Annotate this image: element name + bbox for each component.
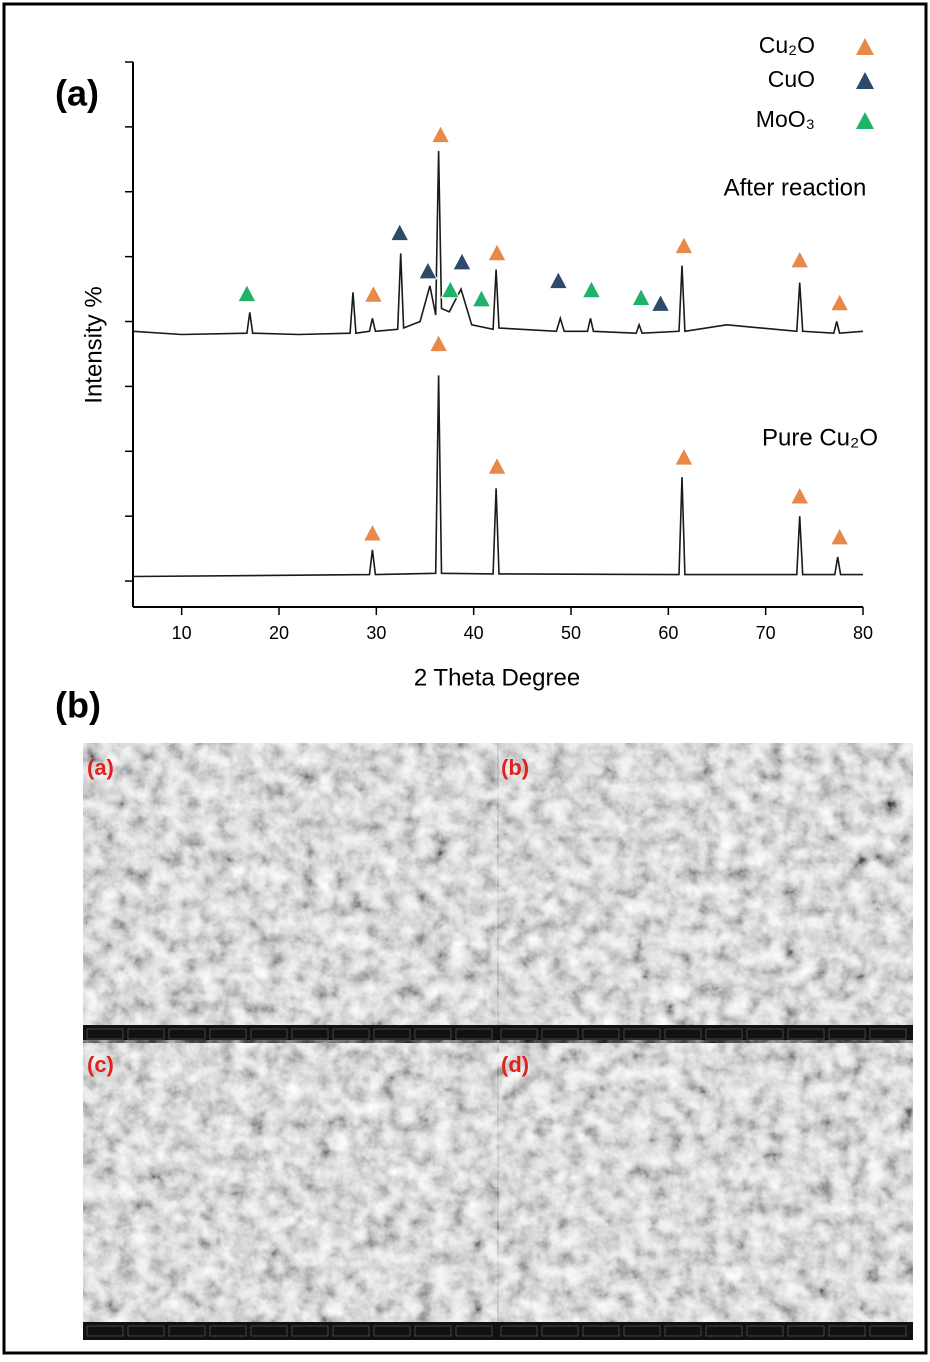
sem-info-cell <box>414 1028 452 1040</box>
x-tick-label: 30 <box>366 623 386 643</box>
sem-label: (b) <box>501 755 529 780</box>
sem-info-cell <box>705 1028 743 1040</box>
panel-label: (a) <box>55 73 99 114</box>
series-label: After reaction <box>724 174 867 201</box>
peak-marker <box>440 279 461 299</box>
peak-marker <box>650 293 671 312</box>
sem-image <box>83 1040 499 1322</box>
sem-info-cell <box>373 1028 411 1040</box>
legend-marker <box>856 72 874 89</box>
peak-marker <box>487 242 507 262</box>
peak-marker <box>829 526 850 546</box>
sem-info-cell <box>869 1028 907 1040</box>
peak-marker <box>674 235 694 255</box>
peak-marker <box>674 447 694 466</box>
x-tick-label: 70 <box>756 623 776 643</box>
sem-info-cell <box>787 1028 825 1040</box>
sem-info-cell <box>828 1028 866 1040</box>
peak-marker <box>487 456 507 475</box>
sem-info-cell <box>664 1325 702 1337</box>
legend-label: CuO <box>768 66 815 92</box>
sem-info-cell <box>86 1028 124 1040</box>
sem-info-cell <box>746 1325 784 1337</box>
sem-info-bar <box>497 1322 913 1340</box>
sem-info-cell <box>705 1325 743 1337</box>
x-tick-label: 20 <box>269 623 289 643</box>
sem-image <box>497 1040 913 1322</box>
sem-info-cell <box>250 1325 288 1337</box>
peak-marker <box>430 124 451 144</box>
sem-info-cell <box>168 1325 206 1337</box>
spectrum-line <box>132 150 864 336</box>
peak-marker <box>428 333 449 353</box>
sem-images: (a) (b) (c) (d) <box>83 743 913 1340</box>
sem-info-cell <box>582 1325 620 1337</box>
sem-info-cell <box>332 1028 370 1040</box>
y-axis-label: Intensity % <box>80 286 107 403</box>
sem-info-cell <box>500 1325 538 1337</box>
sem-info-cell <box>168 1028 206 1040</box>
sem-info-cell <box>869 1325 907 1337</box>
legend-label: MoO₃ <box>756 106 815 132</box>
sem-info-cell <box>455 1028 493 1040</box>
peak-marker <box>829 292 850 312</box>
sem-info-cell <box>787 1325 825 1337</box>
spectrum-line <box>132 375 863 578</box>
legend-marker <box>856 38 874 55</box>
sem-info-cell <box>209 1028 247 1040</box>
x-tick-label: 80 <box>853 623 873 643</box>
peak-marker <box>362 522 383 542</box>
sem-info-cell <box>291 1028 329 1040</box>
peak-marker <box>789 485 810 505</box>
sem-info-cell <box>291 1325 329 1337</box>
x-tick-label: 60 <box>658 623 678 643</box>
sem-info-cell <box>623 1325 661 1337</box>
sem-info-cell <box>541 1325 579 1337</box>
sem-info-bar <box>83 1322 499 1340</box>
sem-info-cell <box>623 1028 661 1040</box>
sem-label: (d) <box>501 1052 529 1077</box>
sem-info-cell <box>127 1325 165 1337</box>
sem-info-cell <box>455 1325 493 1337</box>
sem-info-cell <box>86 1325 124 1337</box>
legend-label: Cu₂O <box>759 32 815 58</box>
sem-info-cell <box>582 1028 620 1040</box>
sem-image <box>497 743 913 1025</box>
sem-info-cell <box>209 1325 247 1337</box>
x-axis-label: 2 Theta Degree <box>414 664 580 691</box>
peak-marker <box>548 270 569 290</box>
sem-info-cell <box>664 1028 702 1040</box>
x-tick-label: 10 <box>172 623 192 643</box>
peak-marker <box>418 260 438 280</box>
sem-info-bar <box>83 1025 499 1043</box>
sem-info-cell <box>414 1325 452 1337</box>
sem-info-cell <box>250 1028 288 1040</box>
peak-marker <box>389 222 410 242</box>
sem-label: (a) <box>87 755 114 780</box>
sem-info-cell <box>828 1325 866 1337</box>
peak-marker <box>363 284 384 303</box>
legend-marker <box>856 112 874 129</box>
panel-label: (b) <box>55 685 101 726</box>
sem-info-bar <box>497 1025 913 1043</box>
series-label: Pure Cu₂O <box>762 424 878 451</box>
peak-marker <box>452 251 472 271</box>
peak-marker <box>471 288 492 308</box>
sem-info-cell <box>332 1325 370 1337</box>
peak-marker <box>581 279 602 299</box>
sem-info-cell <box>500 1028 538 1040</box>
peak-marker <box>631 287 651 307</box>
sem-label: (c) <box>87 1052 114 1077</box>
peak-marker <box>237 283 257 303</box>
sem-image <box>83 743 499 1025</box>
sem-info-cell <box>746 1028 784 1040</box>
sem-info-cell <box>127 1028 165 1040</box>
x-tick-label: 50 <box>561 623 581 643</box>
sem-info-cell <box>373 1325 411 1337</box>
x-tick-label: 40 <box>464 623 484 643</box>
sem-info-cell <box>541 1028 579 1040</box>
peak-marker <box>789 249 810 269</box>
